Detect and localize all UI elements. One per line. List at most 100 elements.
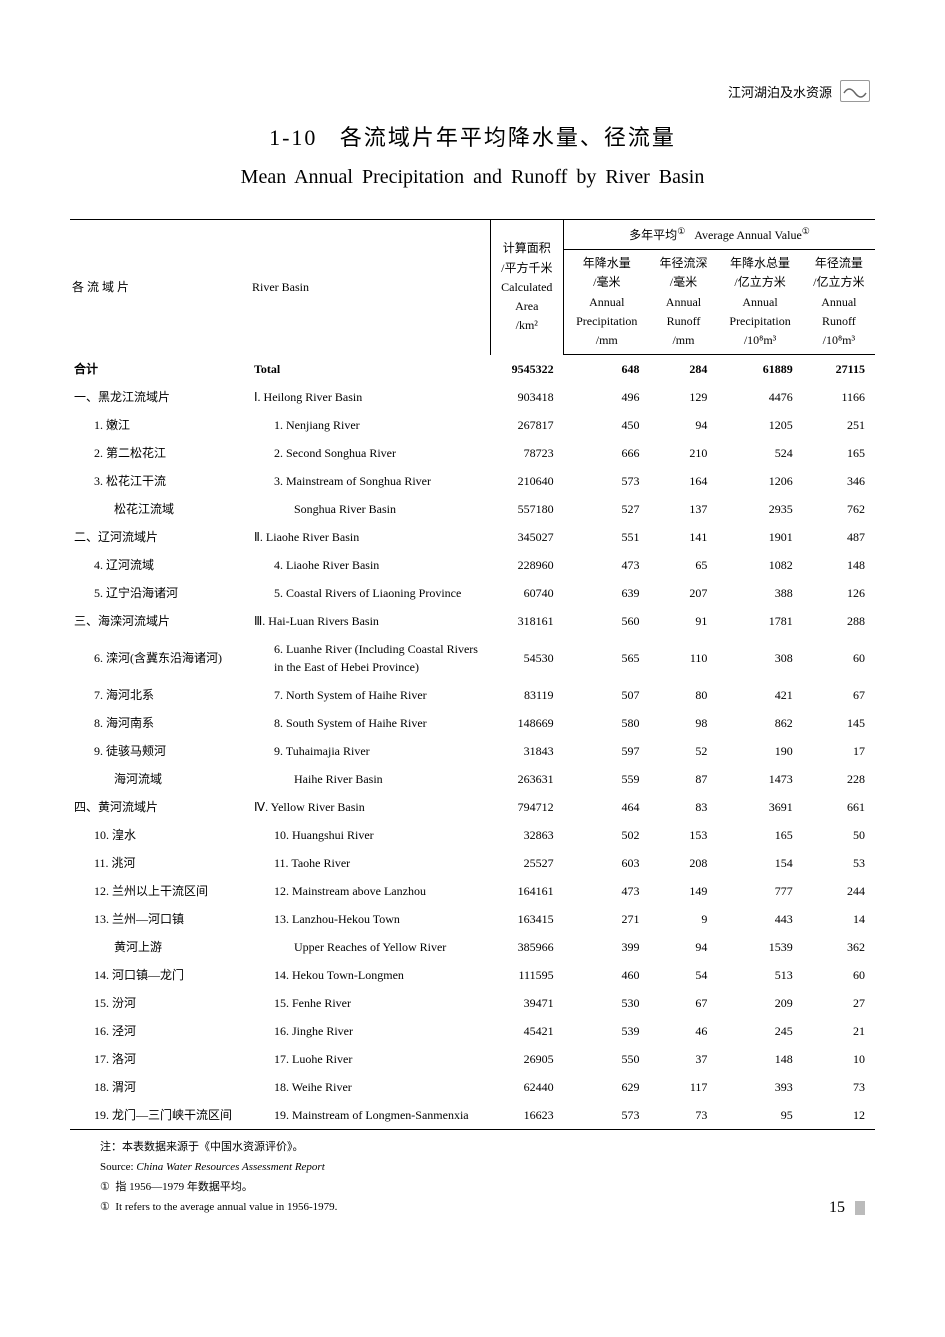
cell-basin-en: 16. Jinghe River xyxy=(250,1017,490,1045)
page-header-right: 江河湖泊及水资源 xyxy=(728,80,870,102)
table-row: 19. 龙门—三门峡干流区间19. Mainstream of Longmen-… xyxy=(70,1101,875,1130)
cell-precip_mm: 565 xyxy=(564,635,650,681)
cell-precip_mm: 460 xyxy=(564,961,650,989)
cell-precip_mm: 550 xyxy=(564,1045,650,1073)
cell-precip_vol: 308 xyxy=(717,635,802,681)
cell-precip_vol: 245 xyxy=(717,1017,802,1045)
title-number: 1-10 xyxy=(269,125,317,150)
th-basin-cn: 各 流 域 片 xyxy=(70,220,250,355)
title-cn: 1-10 各流域片年平均降水量、径流量 xyxy=(70,120,875,152)
th-group-avg: 多年平均① Average Annual Value① xyxy=(564,220,875,250)
table-row: 17. 洛河17. Luohe River269055503714810 xyxy=(70,1045,875,1073)
cell-basin-cn: 海河流域 xyxy=(70,765,250,793)
cell-precip_vol: 393 xyxy=(717,1073,802,1101)
cell-basin-cn: 5. 辽宁沿海诸河 xyxy=(70,579,250,607)
cell-runoff_mm: 98 xyxy=(650,709,718,737)
cell-runoff_mm: 37 xyxy=(650,1045,718,1073)
cell-runoff_vol: 288 xyxy=(803,607,875,635)
cell-precip_vol: 1206 xyxy=(717,467,802,495)
cell-precip_vol: 2935 xyxy=(717,495,802,523)
cell-runoff_vol: 10 xyxy=(803,1045,875,1073)
cell-basin-cn: 12. 兰州以上干流区间 xyxy=(70,877,250,905)
table-row: 四、黄河流域片Ⅳ. Yellow River Basin794712464833… xyxy=(70,793,875,821)
cell-area: 25527 xyxy=(490,849,564,877)
cell-basin-en: 10. Huangshui River xyxy=(250,821,490,849)
cell-precip_mm: 527 xyxy=(564,495,650,523)
cell-area: 557180 xyxy=(490,495,564,523)
cell-precip_vol: 777 xyxy=(717,877,802,905)
cell-runoff_mm: 149 xyxy=(650,877,718,905)
cell-basin-cn: 14. 河口镇—龙门 xyxy=(70,961,250,989)
cell-basin-cn: 4. 辽河流域 xyxy=(70,551,250,579)
cell-area: 345027 xyxy=(490,523,564,551)
cell-runoff_mm: 65 xyxy=(650,551,718,579)
cell-basin-cn: 10. 湟水 xyxy=(70,821,250,849)
cell-runoff_vol: 21 xyxy=(803,1017,875,1045)
cell-precip_vol: 95 xyxy=(717,1101,802,1130)
table-row: 9. 徒骇马颊河9. Tuhaimajia River3184359752190… xyxy=(70,737,875,765)
cell-runoff_vol: 27 xyxy=(803,989,875,1017)
cell-runoff_mm: 207 xyxy=(650,579,718,607)
cell-basin-cn: 16. 泾河 xyxy=(70,1017,250,1045)
cell-precip_mm: 559 xyxy=(564,765,650,793)
cell-precip_vol: 190 xyxy=(717,737,802,765)
cell-runoff_vol: 60 xyxy=(803,961,875,989)
cell-precip_vol: 388 xyxy=(717,579,802,607)
cell-precip_mm: 603 xyxy=(564,849,650,877)
cell-basin-en: 9. Tuhaimajia River xyxy=(250,737,490,765)
cell-basin-en: 2. Second Songhua River xyxy=(250,439,490,467)
cell-basin-cn: 8. 海河南系 xyxy=(70,709,250,737)
cell-precip_mm: 530 xyxy=(564,989,650,1017)
cell-precip_mm: 597 xyxy=(564,737,650,765)
cell-basin-cn: 18. 渭河 xyxy=(70,1073,250,1101)
cell-area: 210640 xyxy=(490,467,564,495)
cell-basin-en: 4. Liaohe River Basin xyxy=(250,551,490,579)
cell-precip_vol: 3691 xyxy=(717,793,802,821)
cell-basin-cn: 松花江流域 xyxy=(70,495,250,523)
cell-runoff_mm: 137 xyxy=(650,495,718,523)
table-row: 二、辽河流域片Ⅱ. Liaohe River Basin345027551141… xyxy=(70,523,875,551)
cell-area: 45421 xyxy=(490,1017,564,1045)
cell-runoff_mm: 117 xyxy=(650,1073,718,1101)
th-precip-vol: 年降水总量 /亿立方米 Annual Precipitation /10⁸m³ xyxy=(717,250,802,355)
table-row: 1. 嫩江1. Nenjiang River267817450941205251 xyxy=(70,411,875,439)
cell-runoff_mm: 87 xyxy=(650,765,718,793)
table-body: 合计 Total 9545322 648 284 61889 27115 一、黑… xyxy=(70,355,875,1130)
cell-area: 16623 xyxy=(490,1101,564,1130)
cell-area: 903418 xyxy=(490,383,564,411)
cell-precip_mm: 502 xyxy=(564,821,650,849)
table-row: 11. 洮河11. Taohe River2552760320815453 xyxy=(70,849,875,877)
cell-basin-cn: 17. 洛河 xyxy=(70,1045,250,1073)
cell-runoff_vol: 145 xyxy=(803,709,875,737)
table-row: 松花江流域Songhua River Basin5571805271372935… xyxy=(70,495,875,523)
title-block: 1-10 各流域片年平均降水量、径流量 Mean Annual Precipit… xyxy=(70,120,875,189)
cell-basin-en: Ⅳ. Yellow River Basin xyxy=(250,793,490,821)
cell-runoff_vol: 661 xyxy=(803,793,875,821)
footnote-note-cn: 注：本表数据来源于《中国水资源评价》。 xyxy=(100,1138,875,1158)
cell-total-precip-vol: 61889 xyxy=(717,355,802,384)
cell-precip_vol: 1205 xyxy=(717,411,802,439)
cell-area: 318161 xyxy=(490,607,564,635)
table-row: 黄河上游Upper Reaches of Yellow River3859663… xyxy=(70,933,875,961)
cell-runoff_vol: 487 xyxy=(803,523,875,551)
cell-runoff_vol: 60 xyxy=(803,635,875,681)
cell-precip_vol: 1781 xyxy=(717,607,802,635)
table-row: 10. 湟水10. Huangshui River328635021531655… xyxy=(70,821,875,849)
cell-basin-en: 11. Taohe River xyxy=(250,849,490,877)
cell-area: 148669 xyxy=(490,709,564,737)
cell-basin-cn: 1. 嫩江 xyxy=(70,411,250,439)
cell-precip_vol: 524 xyxy=(717,439,802,467)
table-row: 7. 海河北系7. North System of Haihe River831… xyxy=(70,681,875,709)
cell-runoff_vol: 53 xyxy=(803,849,875,877)
table-row-total: 合计 Total 9545322 648 284 61889 27115 xyxy=(70,355,875,384)
cell-precip_mm: 507 xyxy=(564,681,650,709)
cell-area: 83119 xyxy=(490,681,564,709)
cell-basin-en: Ⅰ. Heilong River Basin xyxy=(250,383,490,411)
th-runoff-vol: 年径流量 /亿立方米 Annual Runoff /10⁸m³ xyxy=(803,250,875,355)
title-en: Mean Annual Precipitation and Runoff by … xyxy=(70,166,875,189)
cell-basin-cn: 7. 海河北系 xyxy=(70,681,250,709)
cell-total-precip-mm: 648 xyxy=(564,355,650,384)
cell-basin-en: 6. Luanhe River (Including Coastal River… xyxy=(250,635,490,681)
table-row: 一、黑龙江流域片Ⅰ. Heilong River Basin9034184961… xyxy=(70,383,875,411)
cell-basin-en: Ⅱ. Liaohe River Basin xyxy=(250,523,490,551)
